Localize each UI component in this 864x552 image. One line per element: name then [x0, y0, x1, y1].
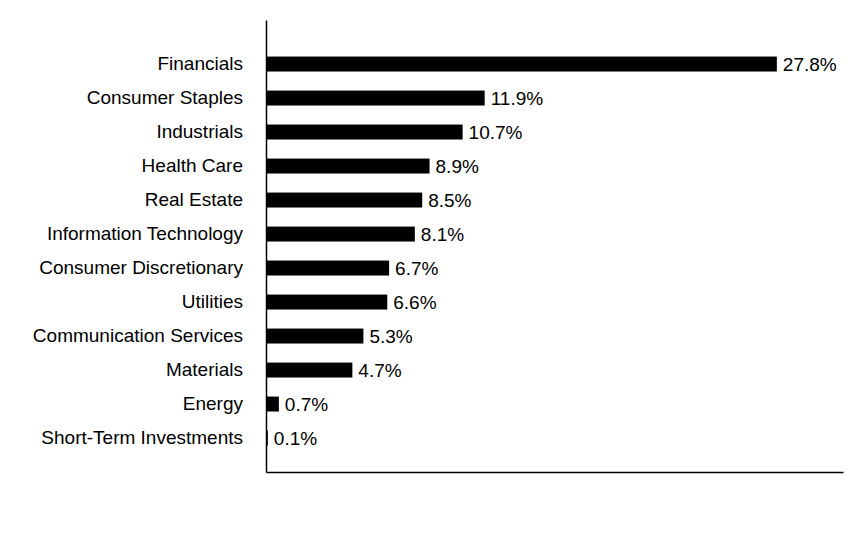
y-tick: Information Technology: [47, 223, 266, 244]
y-tick: Short-Term Investments: [41, 427, 266, 448]
y-tick-label: Utilities: [182, 291, 243, 312]
data-label: 27.8%: [783, 54, 837, 75]
y-tick: Utilities: [182, 291, 266, 312]
bar: [266, 159, 430, 174]
x-axis: [267, 472, 844, 473]
y-tick: Industrials: [156, 121, 266, 142]
y-tick: Energy: [183, 393, 266, 414]
data-label: 8.1%: [421, 224, 464, 245]
bar: [266, 295, 387, 310]
y-tick: Communication Services: [33, 325, 266, 346]
data-label: 8.9%: [436, 156, 479, 177]
y-axis-line: [266, 21, 268, 473]
data-label: 11.9%: [491, 88, 544, 109]
data-label: 0.1%: [274, 428, 317, 449]
y-tick-label: Consumer Discretionary: [39, 257, 243, 278]
bar: [266, 261, 389, 276]
data-label: 5.3%: [369, 326, 412, 347]
y-tick-label: Short-Term Investments: [41, 427, 243, 448]
y-tick-label: Communication Services: [33, 325, 243, 346]
bar: [266, 125, 463, 140]
y-tick: Financials: [157, 53, 266, 74]
data-label: 0.7%: [285, 394, 328, 415]
y-tick: Real Estate: [145, 189, 266, 210]
bar: [266, 57, 777, 72]
y-tick-label: Industrials: [156, 121, 243, 142]
bar: [266, 397, 279, 412]
y-tick: Consumer Staples: [87, 87, 266, 108]
y-tick-label: Materials: [166, 359, 243, 380]
y-axis: Financials Consumer Staples Industrials Hea…: [33, 21, 267, 473]
data-labels: 27.8% 11.9% 10.7% 8.9% 8.5% 8.1% 6.7% 6.6% 5.3% 4…: [274, 54, 837, 449]
data-label: 4.7%: [358, 360, 401, 381]
y-tick-label: Consumer Staples: [87, 87, 243, 108]
bar: [266, 91, 485, 106]
y-tick: Materials: [166, 359, 266, 380]
y-tick-label: Real Estate: [145, 189, 243, 210]
bar: [266, 193, 422, 208]
y-tick-label: Health Care: [142, 155, 243, 176]
bar: [266, 363, 352, 378]
bars: [266, 57, 777, 446]
data-label: 6.7%: [395, 258, 438, 279]
y-tick: Health Care: [142, 155, 266, 176]
y-tick: Consumer Discretionary: [39, 257, 266, 278]
bar: [266, 329, 363, 344]
x-axis-line: [267, 472, 844, 474]
data-label: 6.6%: [393, 292, 436, 313]
y-tick-label: Financials: [157, 53, 243, 74]
y-tick-label: Information Technology: [47, 223, 244, 244]
y-tick-label: Energy: [183, 393, 244, 414]
data-label: 8.5%: [428, 190, 471, 211]
data-label: 10.7%: [469, 122, 523, 143]
bar: [266, 227, 415, 242]
chart: Financials Consumer Staples Industrials Hea…: [0, 0, 864, 552]
